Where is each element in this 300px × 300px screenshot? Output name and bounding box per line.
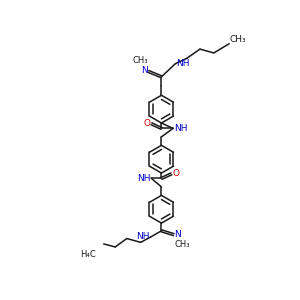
Text: NH: NH (176, 59, 190, 68)
Text: O: O (172, 169, 179, 178)
Text: CH₃: CH₃ (229, 35, 246, 44)
Text: CH₃: CH₃ (175, 240, 190, 249)
Text: O: O (144, 119, 151, 128)
Text: NH: NH (136, 232, 150, 242)
Text: NH: NH (174, 124, 187, 133)
Text: H₄C: H₄C (80, 250, 96, 259)
Text: N: N (141, 66, 148, 75)
Text: NH: NH (137, 174, 151, 183)
Text: CH₃: CH₃ (132, 56, 148, 65)
Text: N: N (175, 230, 181, 239)
